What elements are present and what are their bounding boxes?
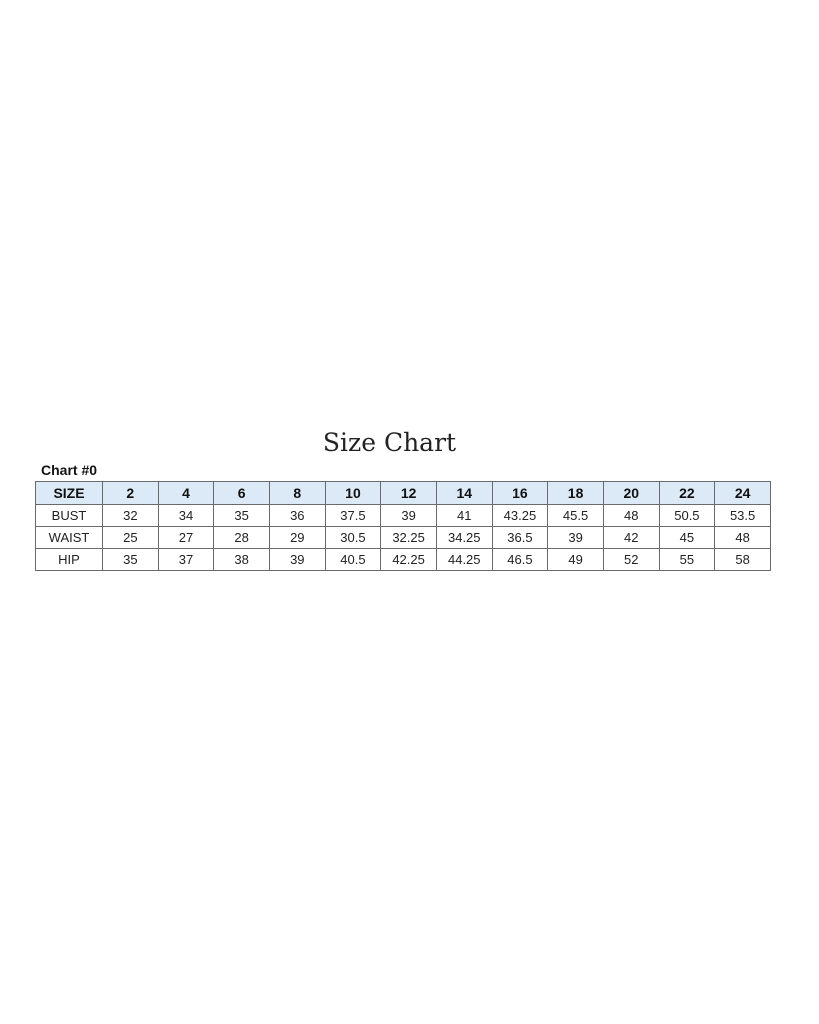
header-cell-size: SIZE <box>35 481 103 505</box>
table-cell: 48 <box>602 504 660 527</box>
header-cell-size-8: 8 <box>268 481 326 505</box>
table-cell: 36 <box>268 504 326 527</box>
table-cell: 27 <box>157 526 215 549</box>
header-row: SIZE 2 4 6 8 10 12 14 16 18 20 22 24 <box>35 481 771 505</box>
header-cell-size-6: 6 <box>213 481 270 505</box>
table-cell: 39 <box>268 548 326 571</box>
table-cell: 44.25 <box>435 548 493 571</box>
table-cell: 25 <box>102 526 159 549</box>
row-label: HIP <box>35 548 103 571</box>
header-cell-size-2: 2 <box>102 481 159 505</box>
table-cell: 49 <box>547 548 604 571</box>
table-cell: 37 <box>157 548 215 571</box>
table-cell: 34.25 <box>435 526 493 549</box>
table-cell: 32 <box>102 504 159 527</box>
row-label: BUST <box>35 504 103 527</box>
chart-subtitle: Chart #0 <box>41 462 98 478</box>
page-title: Size Chart <box>322 428 457 457</box>
table-cell: 37.5 <box>324 504 382 527</box>
table-row-waist: WAIST 25 27 28 29 30.5 32.25 34.25 36.5 39 42 45 48 <box>35 526 771 549</box>
table-cell: 30.5 <box>324 526 382 549</box>
table-row-hip: HIP 35 37 38 39 40.5 42.25 44.25 46.5 49 52 55 58 <box>35 548 771 571</box>
table-cell: 58 <box>714 548 771 571</box>
table-row-bust: BUST 32 34 35 36 37.5 39 41 43.25 45.5 48 50.5 53.5 <box>35 504 771 527</box>
table-cell: 32.25 <box>380 526 437 549</box>
header-cell-size-14: 14 <box>435 481 493 505</box>
table-cell: 40.5 <box>324 548 382 571</box>
table-cell: 53.5 <box>714 504 771 527</box>
table-cell: 48 <box>714 526 771 549</box>
table-cell: 43.25 <box>491 504 549 527</box>
row-label: WAIST <box>35 526 103 549</box>
header-cell-size-10: 10 <box>324 481 382 505</box>
table-cell: 50.5 <box>658 504 716 527</box>
size-table: SIZE 2 4 6 8 10 12 14 16 18 20 22 24 BUST 32 34 35 36 37.… <box>35 481 771 571</box>
table-cell: 29 <box>268 526 326 549</box>
table-cell: 35 <box>102 548 159 571</box>
header-cell-size-4: 4 <box>157 481 215 505</box>
table-cell: 42.25 <box>380 548 437 571</box>
table-cell: 41 <box>435 504 493 527</box>
header-cell-size-18: 18 <box>547 481 604 505</box>
header-cell-size-22: 22 <box>658 481 716 505</box>
table-cell: 46.5 <box>491 548 549 571</box>
header-cell-size-12: 12 <box>380 481 437 505</box>
table-cell: 38 <box>213 548 270 571</box>
table-cell: 42 <box>602 526 660 549</box>
table-cell: 55 <box>658 548 716 571</box>
table-cell: 45.5 <box>547 504 604 527</box>
table-cell: 36.5 <box>491 526 549 549</box>
table-cell: 28 <box>213 526 270 549</box>
header-cell-size-24: 24 <box>714 481 771 505</box>
table-cell: 45 <box>658 526 716 549</box>
table-cell: 39 <box>547 526 604 549</box>
header-cell-size-16: 16 <box>491 481 549 505</box>
table-cell: 52 <box>602 548 660 571</box>
table-cell: 39 <box>380 504 437 527</box>
header-cell-size-20: 20 <box>602 481 660 505</box>
table-cell: 35 <box>213 504 270 527</box>
table-cell: 34 <box>157 504 215 527</box>
